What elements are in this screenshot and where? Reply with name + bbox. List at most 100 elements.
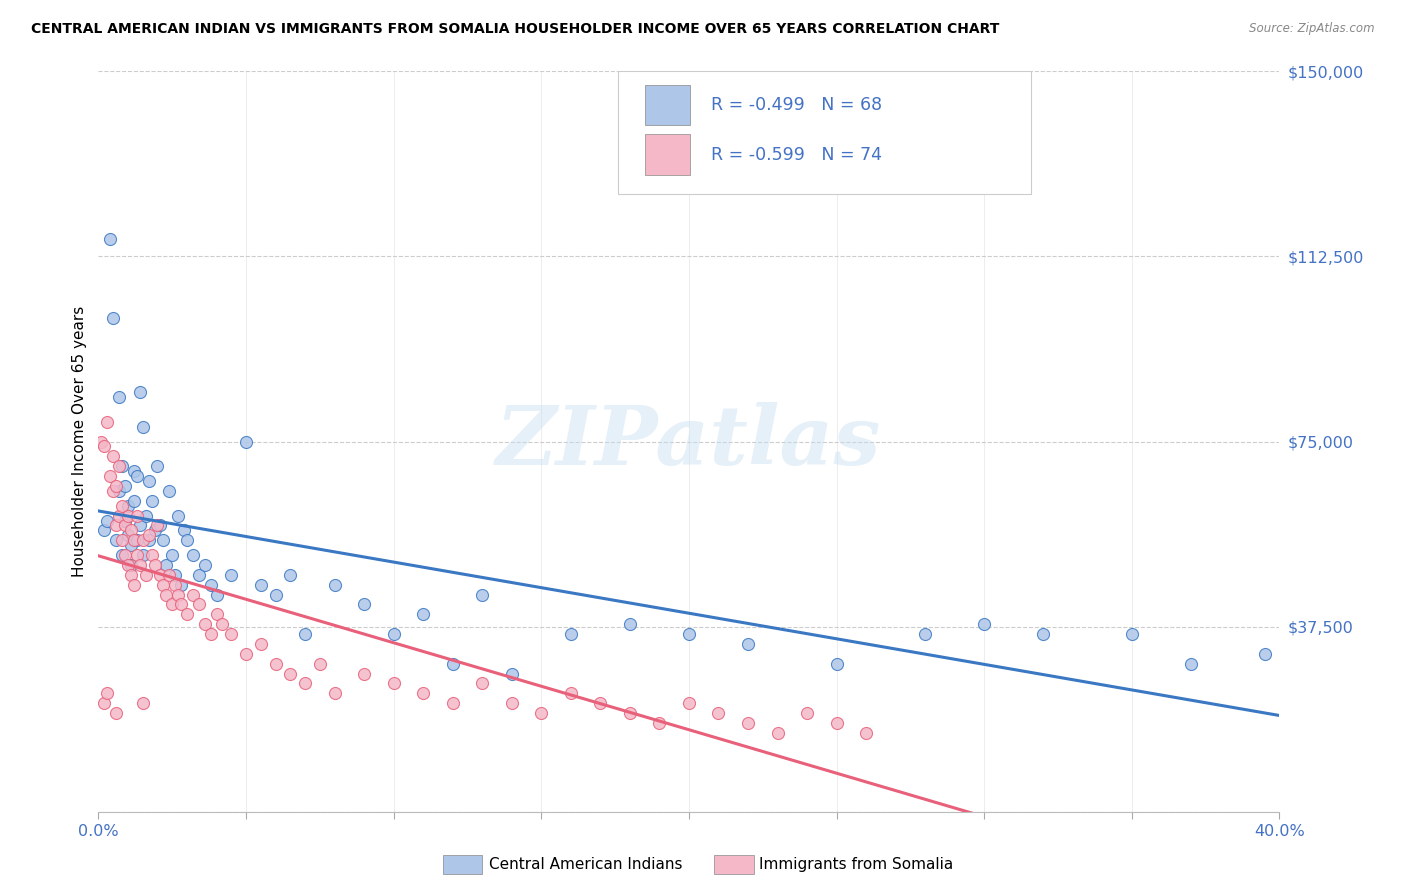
Point (149, 567, 172, 582)
Point (105, 533, 128, 548)
Point (98, 469, 121, 483)
Point (412, 686, 434, 700)
Point (132, 548, 155, 562)
FancyBboxPatch shape (645, 135, 690, 175)
Point (181, 548, 204, 562)
Point (412, 607, 434, 622)
Point (152, 577, 174, 591)
Point (471, 676, 494, 690)
Point (280, 666, 302, 681)
FancyBboxPatch shape (619, 71, 1032, 194)
Text: Source: ZipAtlas.com: Source: ZipAtlas.com (1250, 22, 1375, 36)
Point (132, 419, 155, 434)
Point (128, 558, 150, 572)
Point (143, 558, 166, 572)
Point (501, 666, 523, 681)
Point (111, 533, 134, 548)
Point (128, 385, 150, 400)
Point (323, 686, 346, 700)
Point (117, 499, 139, 513)
Point (855, 725, 877, 739)
Point (155, 588, 177, 602)
Point (648, 715, 671, 730)
Point (96, 514, 118, 528)
Point (114, 514, 136, 528)
Point (141, 548, 163, 562)
FancyBboxPatch shape (645, 85, 690, 126)
Point (825, 657, 848, 671)
Point (141, 493, 163, 508)
Point (181, 588, 204, 602)
Point (135, 567, 157, 582)
Point (250, 577, 273, 591)
Point (353, 598, 375, 612)
Point (111, 459, 134, 474)
Point (382, 676, 405, 690)
Point (125, 548, 148, 562)
Point (441, 657, 464, 671)
Point (93, 524, 115, 538)
Point (165, 577, 187, 591)
Point (176, 607, 198, 622)
Point (187, 598, 209, 612)
Point (170, 598, 193, 612)
Point (143, 524, 166, 538)
Point (138, 474, 160, 488)
Point (108, 483, 131, 498)
Point (117, 558, 139, 572)
Point (93, 440, 115, 454)
Point (117, 528, 139, 542)
Point (280, 567, 302, 582)
Point (678, 696, 700, 710)
Point (149, 518, 172, 533)
Point (138, 533, 160, 548)
Point (103, 450, 125, 464)
Text: CENTRAL AMERICAN INDIAN VS IMMIGRANTS FROM SOMALIA HOUSEHOLDER INCOME OVER 65 YE: CENTRAL AMERICAN INDIAN VS IMMIGRANTS FR… (31, 22, 1000, 37)
Point (200, 577, 222, 591)
Point (221, 627, 243, 641)
Point (205, 607, 228, 622)
Point (973, 617, 995, 632)
Point (737, 637, 759, 651)
Point (441, 696, 464, 710)
Point (205, 588, 228, 602)
Point (135, 508, 157, 523)
Point (176, 533, 198, 548)
Y-axis label: Householder Income Over 65 years: Householder Income Over 65 years (72, 306, 87, 577)
Point (146, 459, 169, 474)
Point (167, 588, 190, 602)
Point (98, 232, 121, 246)
Point (125, 469, 148, 483)
Point (737, 715, 759, 730)
Point (1254, 647, 1277, 661)
Point (138, 528, 160, 542)
Point (120, 567, 142, 582)
Point (132, 696, 155, 710)
Point (108, 508, 131, 523)
Text: R = -0.499   N = 68: R = -0.499 N = 68 (711, 96, 883, 114)
Point (1180, 657, 1202, 671)
Point (128, 518, 150, 533)
Point (294, 627, 316, 641)
Point (194, 558, 217, 572)
Point (162, 548, 183, 562)
Point (105, 518, 128, 533)
Point (120, 558, 142, 572)
Point (122, 533, 145, 548)
Point (117, 508, 139, 523)
Point (103, 483, 125, 498)
Point (120, 538, 142, 552)
Point (1032, 627, 1054, 641)
Point (90, 434, 112, 449)
Point (530, 706, 553, 720)
Point (1121, 627, 1143, 641)
Point (170, 577, 193, 591)
Point (264, 657, 287, 671)
Point (221, 567, 243, 582)
Point (707, 706, 730, 720)
Point (111, 548, 134, 562)
Point (122, 464, 145, 478)
Point (114, 548, 136, 562)
Text: Central American Indians: Central American Indians (489, 857, 683, 871)
Point (132, 533, 155, 548)
